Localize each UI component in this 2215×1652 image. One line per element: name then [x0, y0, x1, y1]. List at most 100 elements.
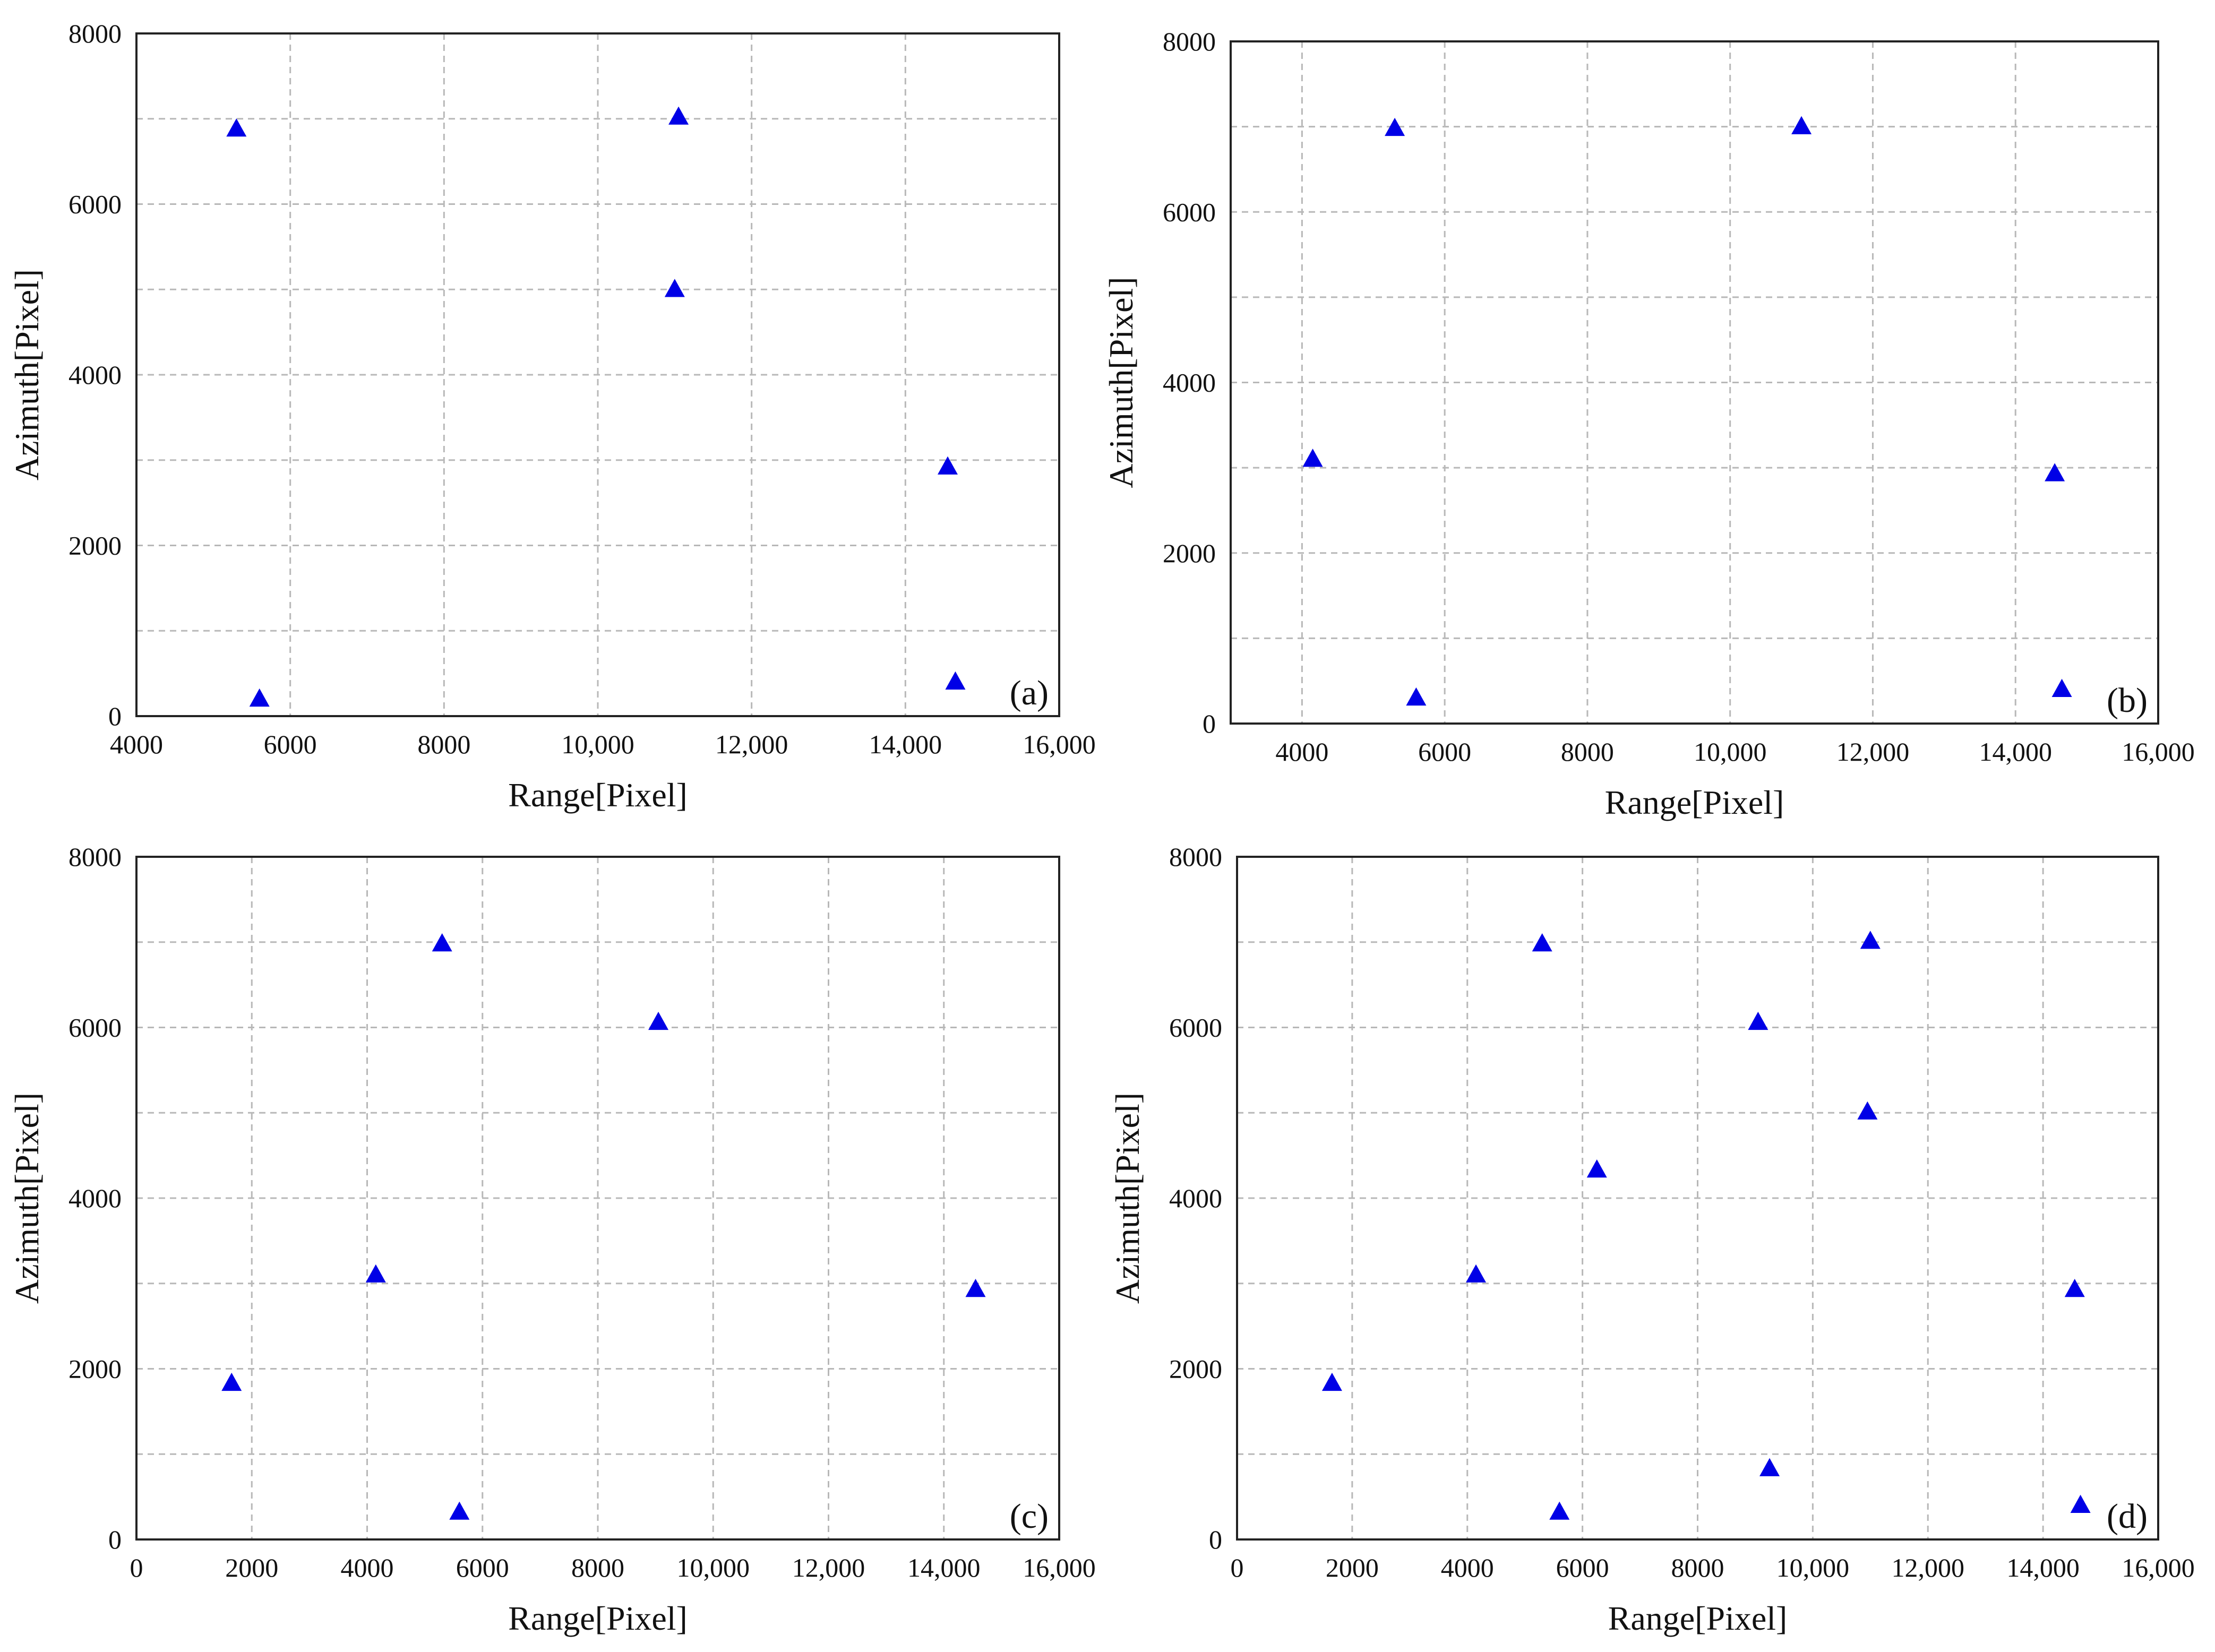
- y-tick-label: 8000: [68, 842, 122, 872]
- x-tick-label: 6000: [1556, 1553, 1609, 1582]
- x-tick-label: 8000: [1561, 737, 1614, 767]
- y-tick-label: 8000: [1163, 27, 1216, 56]
- x-tick-label: 12,000: [1892, 1553, 1965, 1582]
- data-point-triangle: [648, 1011, 669, 1030]
- chart-panel-3: 0 2000 4000 6000 8000 10,000 12,000 14,000 16,00…: [8, 842, 1096, 1637]
- x-tick-label: 2000: [225, 1553, 278, 1582]
- data-point-triangle: [937, 456, 958, 475]
- data-point-triangle: [1860, 931, 1881, 949]
- x-tick-label: 4000: [110, 729, 163, 759]
- y-tick-label: 0: [1209, 1525, 1222, 1554]
- x-tick-label: 0: [1231, 1553, 1244, 1582]
- x-tick-label: 2000: [1326, 1553, 1379, 1582]
- x-axis-title: Range[Pixel]: [508, 1599, 688, 1637]
- y-tick-label: 2000: [68, 1354, 122, 1384]
- data-point-triangle: [2070, 1494, 2091, 1513]
- y-tick-label: 6000: [1169, 1013, 1222, 1043]
- y-tick-label: 6000: [68, 1013, 122, 1043]
- x-axis-title: Range[Pixel]: [508, 776, 688, 814]
- data-point-triangle: [2051, 678, 2072, 697]
- data-point-triangle: [664, 279, 685, 297]
- y-tick-label: 2000: [1163, 538, 1216, 568]
- x-tick-label: 16,000: [1023, 1553, 1096, 1582]
- data-point-triangle: [1466, 1264, 1487, 1283]
- data-point-triangle: [449, 1501, 470, 1520]
- x-tick-label: 4000: [341, 1553, 394, 1582]
- data-point-triangle: [249, 688, 270, 707]
- data-point-triangle: [1857, 1101, 1878, 1120]
- data-point-triangle: [2045, 463, 2065, 481]
- y-axis-title: Azimuth[Pixel]: [1109, 1092, 1146, 1304]
- x-tick-label: 8000: [571, 1553, 624, 1582]
- chart-panel-4: 0 2000 4000 6000 8000 10,000 12,000 14,000 16,00…: [1109, 842, 2195, 1637]
- x-tick-label: 12,000: [715, 729, 788, 759]
- x-tick-label: 10,000: [677, 1553, 750, 1582]
- y-tick-label: 4000: [1169, 1183, 1222, 1213]
- data-point-triangle: [1748, 1011, 1768, 1030]
- x-tick-label: 8000: [1671, 1553, 1724, 1582]
- panel-label: (a): [1010, 674, 1049, 712]
- data-point-triangle: [2064, 1279, 2085, 1297]
- x-tick-label: 14,000: [2006, 1553, 2080, 1582]
- data-point-triangle: [945, 671, 966, 690]
- x-tick-label: 10,000: [1776, 1553, 1850, 1582]
- data-point-triangle: [432, 933, 452, 952]
- x-tick-label: 0: [130, 1553, 143, 1582]
- data-point-triangle: [1791, 116, 1812, 134]
- data-point-triangle: [668, 106, 689, 125]
- x-tick-label: 10,000: [561, 729, 634, 759]
- data-point-triangle: [1406, 687, 1427, 706]
- data-point-triangle: [1759, 1458, 1780, 1476]
- x-tick-label: 16,000: [2122, 1553, 2195, 1582]
- x-tick-label: 10,000: [1694, 737, 1767, 767]
- y-tick-label: 0: [108, 701, 122, 731]
- chart-panel-1: 4000 6000 8000 10,000 12,000 14,000 16,000 0 200…: [8, 19, 1096, 814]
- x-tick-label: 6000: [1418, 737, 1471, 767]
- y-tick-label: 2000: [68, 531, 122, 561]
- y-tick-label: 6000: [1163, 197, 1216, 227]
- panel-label: (c): [1010, 1497, 1049, 1536]
- data-point-triangle: [221, 1372, 242, 1391]
- y-tick-label: 4000: [1163, 368, 1216, 398]
- y-axis-title: Azimuth[Pixel]: [8, 269, 46, 480]
- y-tick-label: 4000: [68, 1183, 122, 1213]
- plot-frame: [135, 856, 1060, 1541]
- data-point-triangle: [1532, 933, 1552, 952]
- x-tick-label: 14,000: [1979, 737, 2052, 767]
- x-axis-title: Range[Pixel]: [1605, 784, 1784, 821]
- y-tick-label: 2000: [1169, 1354, 1222, 1384]
- y-tick-label: 4000: [68, 360, 122, 390]
- x-tick-label: 6000: [264, 729, 317, 759]
- data-point-triangle: [1321, 1372, 1342, 1391]
- panel-label: (d): [2107, 1497, 2148, 1536]
- y-axis-title: Azimuth[Pixel]: [1102, 277, 1140, 488]
- x-tick-label: 14,000: [907, 1553, 981, 1582]
- x-tick-label: 12,000: [1836, 737, 1910, 767]
- x-tick-label: 4000: [1441, 1553, 1494, 1582]
- data-point-triangle: [365, 1264, 386, 1283]
- data-point-triangle: [1549, 1501, 1570, 1520]
- data-point-triangle: [226, 118, 247, 137]
- x-axis-title: Range[Pixel]: [1608, 1599, 1788, 1637]
- x-tick-label: 8000: [417, 729, 470, 759]
- y-tick-label: 8000: [68, 19, 122, 48]
- x-tick-label: 4000: [1275, 737, 1328, 767]
- data-point-triangle: [965, 1279, 986, 1297]
- plot-frame: [1230, 40, 2159, 725]
- plot-frame: [135, 32, 1060, 717]
- y-tick-label: 8000: [1169, 842, 1222, 872]
- data-point-triangle: [1302, 449, 1323, 467]
- y-tick-label: 0: [1203, 709, 1216, 738]
- plot-frame: [1236, 856, 2159, 1541]
- panel-label: (b): [2107, 681, 2148, 720]
- y-tick-label: 6000: [68, 190, 122, 219]
- x-tick-label: 6000: [456, 1553, 509, 1582]
- y-tick-label: 0: [108, 1525, 122, 1554]
- x-tick-label: 16,000: [1023, 729, 1096, 759]
- x-tick-label: 14,000: [869, 729, 942, 759]
- data-point-triangle: [1385, 117, 1405, 136]
- data-point-triangle: [1586, 1159, 1607, 1178]
- y-axis-title: Azimuth[Pixel]: [8, 1092, 46, 1304]
- x-tick-label: 16,000: [2122, 737, 2195, 767]
